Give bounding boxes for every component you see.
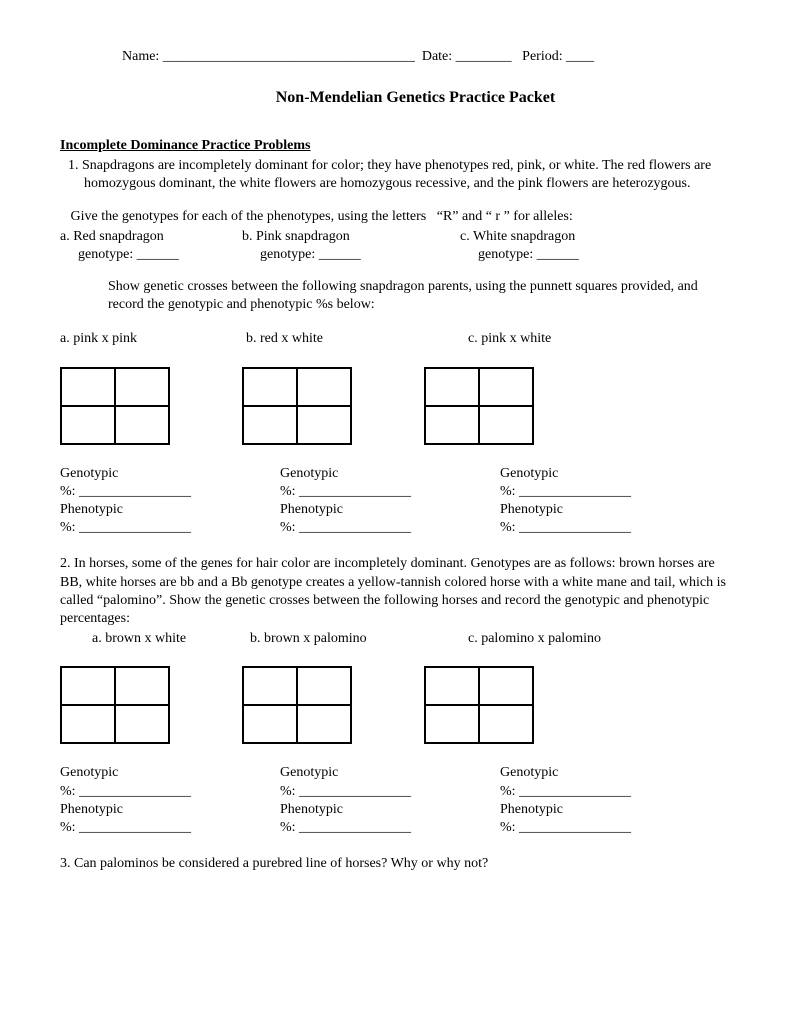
genotypic-label: Genotypic <box>60 465 220 483</box>
result-col: Genotypic %: ________________ Phenotypic… <box>60 764 220 837</box>
q1-result-row: Genotypic %: ________________ Phenotypic… <box>60 465 731 538</box>
q1-cross-b: b. red x white <box>246 330 468 348</box>
period-label[interactable]: Period: ____ <box>522 49 594 64</box>
result-col: Genotypic %: ________________ Phenotypic… <box>280 465 440 538</box>
genotypic-line[interactable]: %: ________________ <box>60 783 220 801</box>
phenotypic-label: Phenotypic <box>280 501 440 519</box>
q1-intro: 1. Snapdragons are incompletely dominant… <box>60 157 731 193</box>
q2-text: 2. In horses, some of the genes for hair… <box>60 555 731 628</box>
genotypic-line[interactable]: %: ________________ <box>500 783 660 801</box>
genotypic-line[interactable]: %: ________________ <box>280 483 440 501</box>
genotypic-line[interactable]: %: ________________ <box>280 783 440 801</box>
punnett-square[interactable] <box>242 367 352 445</box>
phenotypic-label: Phenotypic <box>280 801 440 819</box>
date-label[interactable]: Date: ________ <box>422 49 512 64</box>
punnett-square[interactable] <box>242 666 352 744</box>
result-col: Genotypic %: ________________ Phenotypic… <box>500 764 660 837</box>
punnett-square[interactable] <box>60 666 170 744</box>
result-col: Genotypic %: ________________ Phenotypic… <box>280 764 440 837</box>
section-heading: Incomplete Dominance Practice Problems <box>60 137 731 155</box>
punnett-square[interactable] <box>424 367 534 445</box>
header-line: Name: __________________________________… <box>60 48 731 66</box>
q3-text: 3. Can palominos be considered a purebre… <box>60 855 731 873</box>
q1-give: Give the genotypes for each of the pheno… <box>60 208 731 226</box>
genotypic-label: Genotypic <box>500 764 660 782</box>
q1-labels-row: a. Red snapdragon b. Pink snapdragon c. … <box>60 228 731 246</box>
q2-b: b. brown x palomino <box>250 630 468 648</box>
q1-b-geno[interactable]: genotype: ______ <box>260 246 478 264</box>
q1-a-geno[interactable]: genotype: ______ <box>78 246 260 264</box>
genotypic-line[interactable]: %: ________________ <box>500 483 660 501</box>
q1-c-geno[interactable]: genotype: ______ <box>478 246 678 264</box>
q1-cross-a: a. pink x pink <box>60 330 246 348</box>
phenotypic-line[interactable]: %: ________________ <box>500 519 660 537</box>
genotypic-label: Genotypic <box>280 764 440 782</box>
q1-punnett-row <box>60 367 731 445</box>
phenotypic-line[interactable]: %: ________________ <box>500 819 660 837</box>
genotypic-label: Genotypic <box>280 465 440 483</box>
phenotypic-label: Phenotypic <box>500 801 660 819</box>
punnett-square[interactable] <box>424 666 534 744</box>
genotypic-label: Genotypic <box>60 764 220 782</box>
q1-c-label: c. White snapdragon <box>460 228 660 246</box>
q1-b-label: b. Pink snapdragon <box>242 228 460 246</box>
q2-punnett-row <box>60 666 731 744</box>
q2-result-row: Genotypic %: ________________ Phenotypic… <box>60 764 731 837</box>
q1-show: Show genetic crosses between the followi… <box>60 278 731 314</box>
name-label[interactable]: Name: __________________________________… <box>122 49 415 64</box>
q2-a: a. brown x white <box>92 630 250 648</box>
genotypic-line[interactable]: %: ________________ <box>60 483 220 501</box>
q2-cross-labels: a. brown x white b. brown x palomino c. … <box>60 630 731 648</box>
q2-c: c. palomino x palomino <box>468 630 601 648</box>
q1-a-label: a. Red snapdragon <box>60 228 242 246</box>
phenotypic-label: Phenotypic <box>60 801 220 819</box>
q1-cross-c: c. pink x white <box>468 330 668 348</box>
result-col: Genotypic %: ________________ Phenotypic… <box>500 465 660 538</box>
phenotypic-line[interactable]: %: ________________ <box>60 519 220 537</box>
genotypic-label: Genotypic <box>500 465 660 483</box>
phenotypic-label: Phenotypic <box>60 501 220 519</box>
phenotypic-line[interactable]: %: ________________ <box>60 819 220 837</box>
phenotypic-label: Phenotypic <box>500 501 660 519</box>
punnett-square[interactable] <box>60 367 170 445</box>
phenotypic-line[interactable]: %: ________________ <box>280 519 440 537</box>
q1-geno-row: genotype: ______ genotype: ______ genoty… <box>60 246 731 264</box>
page-title: Non-Mendelian Genetics Practice Packet <box>60 88 731 109</box>
q1-cross-labels: a. pink x pink b. red x white c. pink x … <box>60 330 731 348</box>
result-col: Genotypic %: ________________ Phenotypic… <box>60 465 220 538</box>
phenotypic-line[interactable]: %: ________________ <box>280 819 440 837</box>
